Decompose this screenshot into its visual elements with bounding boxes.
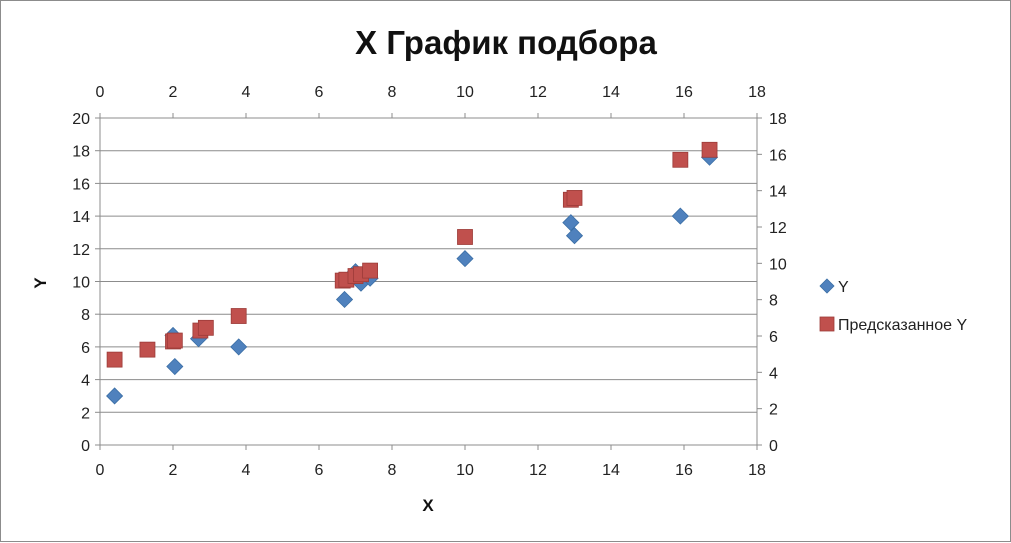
top-x-tick-label: 14 [602, 84, 620, 101]
legend-y-marker [819, 278, 835, 294]
top-x-tick-label: 2 [169, 84, 178, 101]
x-axis-title: X [422, 496, 434, 515]
chart-title: X График подбора [355, 24, 657, 61]
predicted-y-point [230, 308, 247, 324]
legend-y-label: Y [838, 279, 849, 296]
legend: Y Предсказанное Y [819, 278, 968, 334]
legend-predicted-y-label: Предсказанное Y [838, 317, 968, 334]
top-x-tick-label: 4 [242, 84, 251, 101]
x-tick-label: 0 [96, 462, 105, 479]
y-tick-label: 8 [81, 307, 90, 324]
right-y-tick-label: 16 [769, 147, 787, 164]
y-tick-label: 14 [72, 209, 90, 226]
y-point [671, 207, 689, 225]
y-axis-title: Y [31, 277, 50, 289]
x-tick-label: 12 [529, 462, 547, 479]
y-tick-label: 6 [81, 340, 90, 357]
y-tick-label: 12 [72, 242, 90, 259]
right-y-tick-label: 0 [769, 438, 778, 455]
right-y-tick-label: 12 [769, 220, 787, 237]
right-y-tick-label: 6 [769, 329, 778, 346]
top-x-tick-label: 8 [388, 84, 397, 101]
y-point [456, 250, 474, 268]
right-y-tick-label: 18 [769, 111, 787, 128]
predicted-y-point [197, 319, 214, 336]
y-point [230, 338, 248, 356]
predicted-y-point [566, 190, 583, 206]
right-y-tick-label: 4 [769, 365, 778, 382]
predicted-y-point [362, 262, 379, 279]
y-point [106, 387, 124, 405]
right-y-tick-label: 14 [769, 184, 787, 201]
y-tick-label: 18 [72, 144, 90, 161]
y-point [565, 227, 584, 245]
x-tick-label: 14 [602, 462, 620, 479]
predicted-y-point [139, 341, 156, 358]
x-tick-label: 2 [169, 462, 178, 479]
y-tick-label: 16 [72, 176, 90, 193]
y-tick-label: 20 [72, 111, 90, 128]
top-x-tick-label: 0 [96, 84, 105, 101]
y-point [562, 214, 580, 232]
predicted-y-point [701, 141, 718, 158]
y-point [335, 290, 354, 309]
x-tick-label: 18 [748, 462, 766, 479]
predicted-y-point [166, 332, 183, 349]
right-y-tick-label: 2 [769, 402, 778, 419]
data-points [106, 141, 719, 405]
gridlines [100, 117, 757, 446]
predicted-y-point [672, 151, 689, 168]
x-tick-label: 10 [456, 462, 474, 479]
predicted-y-point [106, 351, 123, 368]
legend-predicted-y-marker [819, 316, 835, 332]
y-point [166, 357, 184, 376]
right-y-tick-label: 10 [769, 256, 787, 273]
top-x-tick-label: 12 [529, 84, 547, 101]
top-x-tick-label: 10 [456, 84, 474, 101]
x-tick-label: 6 [315, 462, 324, 479]
y-tick-label: 10 [72, 275, 90, 292]
predicted-y-point [457, 229, 473, 245]
x-tick-label: 8 [388, 462, 397, 479]
y-tick-label: 0 [81, 438, 90, 455]
top-x-tick-label: 16 [675, 84, 693, 101]
x-tick-label: 16 [675, 462, 693, 479]
right-y-tick-label: 8 [769, 293, 778, 310]
top-x-tick-label: 6 [315, 84, 324, 101]
y-tick-label: 4 [81, 373, 90, 390]
top-x-tick-label: 18 [748, 84, 766, 101]
y-tick-label: 2 [81, 405, 90, 422]
x-tick-label: 4 [242, 462, 251, 479]
